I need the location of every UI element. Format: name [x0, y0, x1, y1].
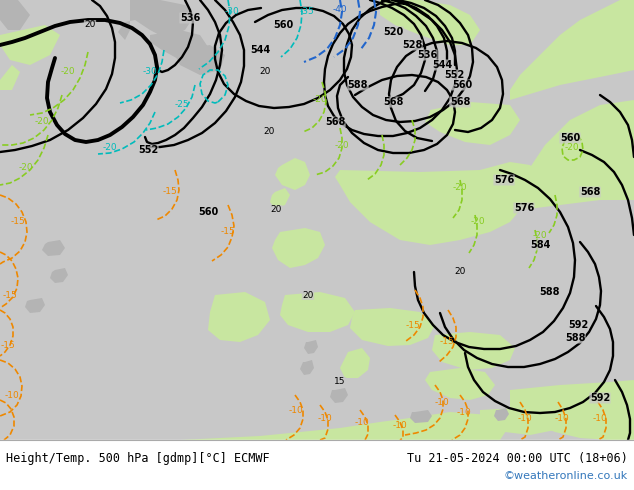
Text: -15: -15: [221, 227, 235, 237]
Text: -35: -35: [300, 7, 314, 17]
Text: 560: 560: [198, 207, 218, 217]
Text: -10: -10: [517, 414, 533, 422]
Polygon shape: [350, 308, 435, 346]
Text: 560: 560: [560, 133, 580, 143]
Text: 584: 584: [530, 240, 550, 250]
Polygon shape: [510, 380, 634, 440]
Text: -15: -15: [406, 320, 420, 329]
Text: -20: -20: [470, 218, 485, 226]
Text: Height/Temp. 500 hPa [gdmp][°C] ECMWF: Height/Temp. 500 hPa [gdmp][°C] ECMWF: [6, 451, 269, 465]
Text: -40: -40: [333, 5, 347, 15]
Text: 588: 588: [565, 333, 585, 343]
Polygon shape: [425, 102, 520, 145]
Text: 592: 592: [590, 393, 610, 403]
Text: -10: -10: [435, 397, 450, 407]
Text: 560: 560: [452, 80, 472, 90]
Text: 520: 520: [383, 27, 403, 37]
Text: -10: -10: [288, 406, 304, 415]
Polygon shape: [118, 0, 195, 40]
Text: -25: -25: [175, 100, 190, 109]
Text: -10: -10: [456, 408, 471, 416]
Text: 20: 20: [84, 21, 96, 29]
Text: 592: 592: [568, 320, 588, 330]
Text: -20: -20: [335, 141, 349, 149]
Text: 536: 536: [180, 13, 200, 23]
Polygon shape: [25, 298, 45, 313]
Polygon shape: [510, 0, 634, 100]
Polygon shape: [150, 30, 210, 62]
Polygon shape: [175, 45, 225, 75]
Polygon shape: [280, 292, 355, 332]
Polygon shape: [272, 228, 325, 268]
Text: -30: -30: [224, 7, 240, 17]
Text: 20: 20: [259, 68, 271, 76]
Text: 560: 560: [273, 20, 293, 30]
Text: Tu 21-05-2024 00:00 UTC (18+06): Tu 21-05-2024 00:00 UTC (18+06): [407, 451, 628, 465]
Polygon shape: [330, 388, 348, 403]
Text: 568: 568: [383, 97, 403, 107]
Polygon shape: [340, 348, 370, 378]
Text: -10: -10: [4, 391, 20, 399]
Text: 568: 568: [325, 117, 345, 127]
Text: 588: 588: [348, 80, 368, 90]
Text: -20: -20: [35, 118, 49, 126]
Text: -15: -15: [11, 218, 25, 226]
Polygon shape: [0, 0, 30, 30]
Text: 20: 20: [263, 127, 275, 137]
Polygon shape: [494, 408, 509, 421]
Text: 568: 568: [580, 187, 600, 197]
Polygon shape: [160, 412, 510, 440]
Polygon shape: [42, 240, 65, 256]
Text: -30: -30: [143, 68, 157, 76]
Text: -20: -20: [565, 144, 579, 152]
Text: -10: -10: [555, 414, 569, 422]
Polygon shape: [425, 368, 495, 400]
Text: -20: -20: [313, 96, 327, 104]
Polygon shape: [432, 332, 515, 370]
Text: 20: 20: [455, 268, 466, 276]
Text: 552: 552: [444, 70, 464, 80]
Text: -20: -20: [61, 68, 75, 76]
Polygon shape: [480, 395, 610, 435]
Text: -15: -15: [439, 338, 455, 346]
Text: 576: 576: [514, 203, 534, 213]
Text: ©weatheronline.co.uk: ©weatheronline.co.uk: [504, 471, 628, 481]
Bar: [0, 440, 634, 490]
Text: -10: -10: [392, 420, 408, 430]
Text: -15: -15: [1, 341, 15, 349]
Polygon shape: [335, 162, 540, 245]
Text: -10: -10: [318, 414, 332, 422]
Text: 576: 576: [494, 175, 514, 185]
Text: -20: -20: [453, 183, 467, 193]
Text: -15: -15: [163, 188, 178, 196]
Text: 544: 544: [432, 60, 452, 70]
Text: 20: 20: [270, 205, 281, 215]
Polygon shape: [380, 0, 480, 45]
Text: -10: -10: [354, 417, 370, 426]
Text: 20: 20: [302, 291, 314, 299]
Polygon shape: [300, 360, 314, 375]
Text: 15: 15: [334, 377, 346, 387]
Text: -10: -10: [593, 414, 607, 422]
Polygon shape: [0, 25, 60, 65]
Polygon shape: [270, 188, 290, 208]
Text: 544: 544: [250, 45, 270, 55]
Text: 536: 536: [417, 50, 437, 60]
Polygon shape: [0, 65, 20, 90]
Polygon shape: [275, 158, 310, 190]
Polygon shape: [304, 340, 318, 354]
Text: 528: 528: [402, 40, 422, 50]
Text: 568: 568: [450, 97, 470, 107]
Text: -20: -20: [18, 164, 34, 172]
Text: -15: -15: [3, 291, 17, 299]
Polygon shape: [410, 410, 432, 423]
Text: -20: -20: [533, 230, 547, 240]
Polygon shape: [510, 100, 634, 210]
Polygon shape: [208, 292, 270, 342]
Text: 552: 552: [138, 145, 158, 155]
Text: 588: 588: [540, 287, 560, 297]
Text: -20: -20: [103, 144, 117, 152]
Polygon shape: [50, 268, 68, 283]
